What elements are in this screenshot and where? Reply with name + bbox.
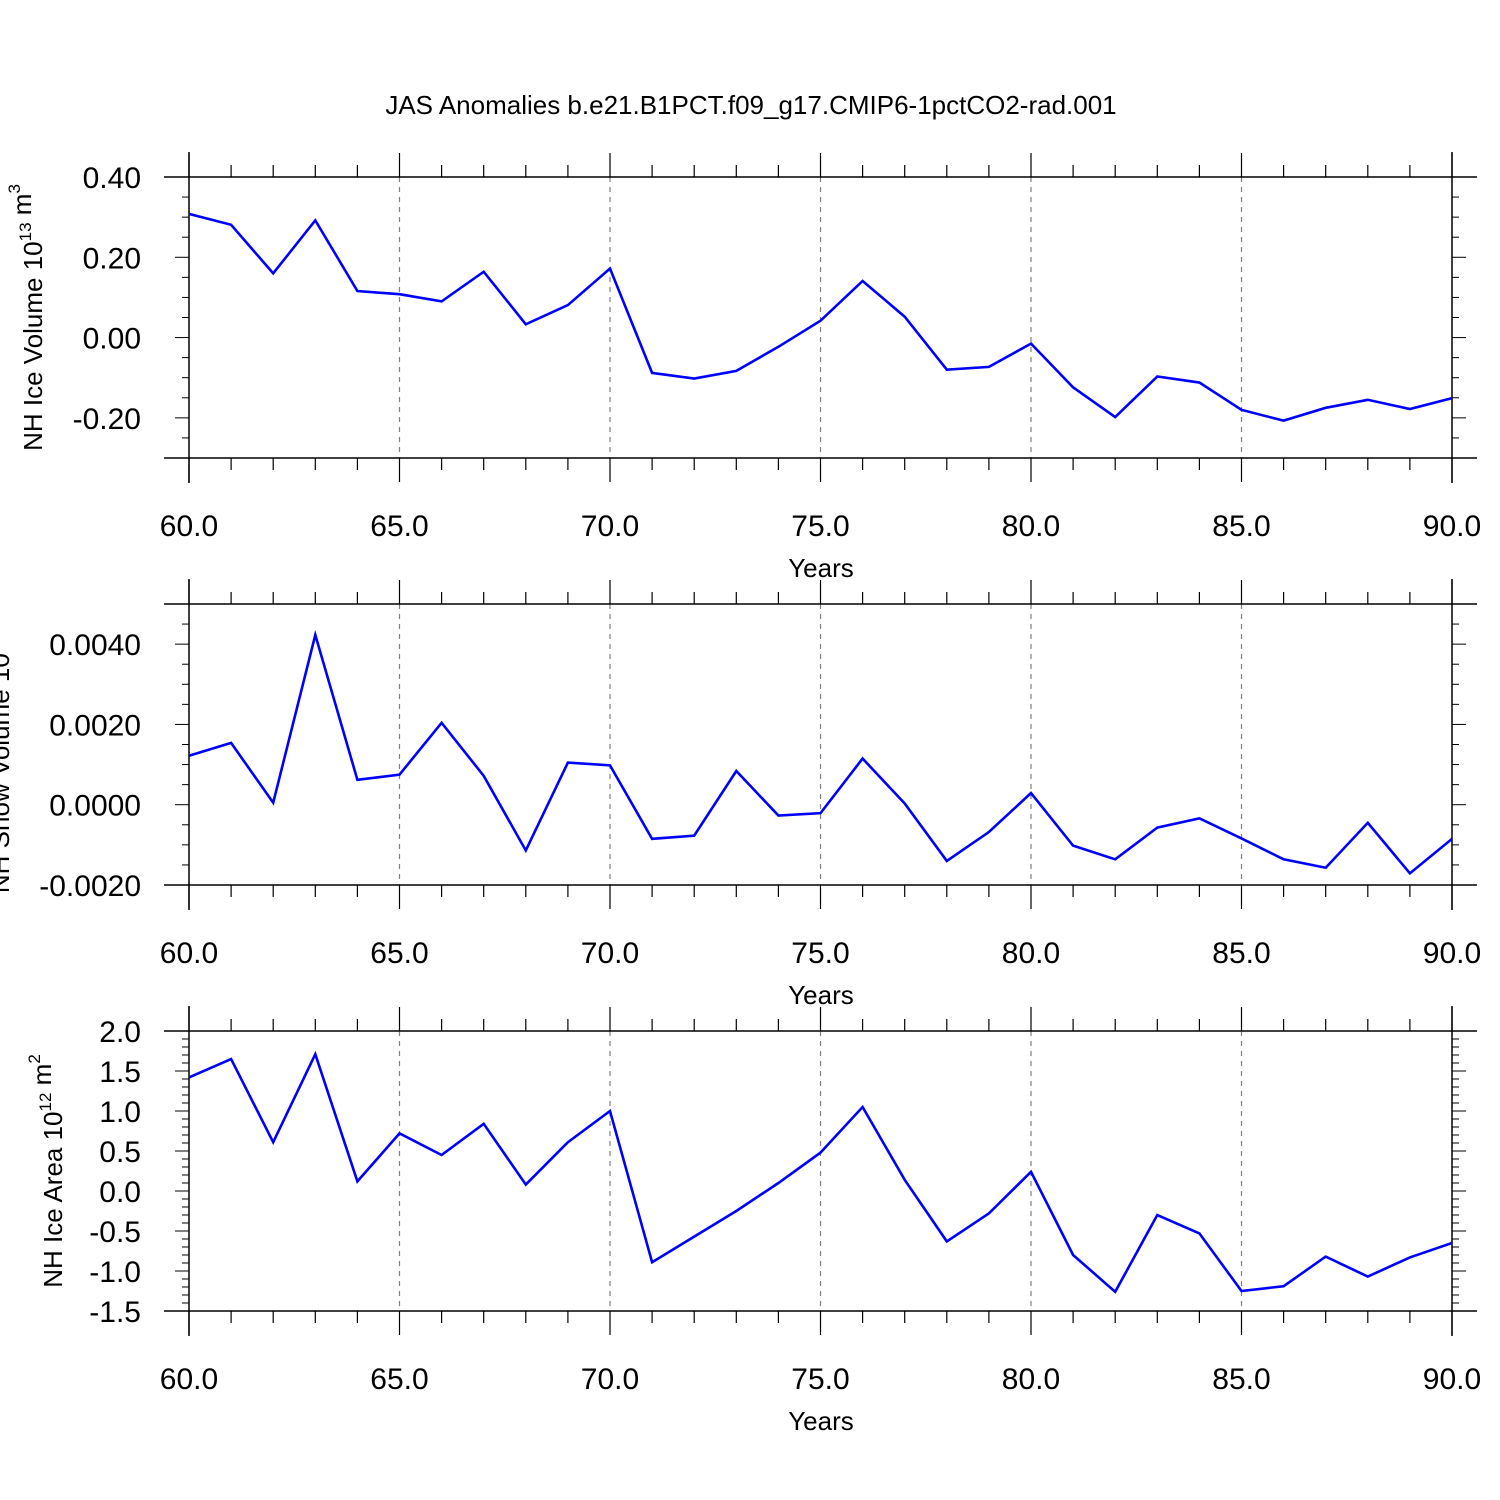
y-tick-label: -0.20: [73, 403, 141, 436]
x-tick-label: 75.0: [791, 1363, 849, 1396]
x-tick-label: 65.0: [370, 937, 428, 970]
y-axis-label: NH Ice Volume 1013 m3: [5, 184, 48, 451]
x-tick-label: 60.0: [160, 510, 218, 543]
y-tick-label: -1.5: [89, 1296, 141, 1329]
panel-3: 60.0 65.0 70.0 75.0 80.0 85.0 90.0 2.0 1.5 1.0 0.5…: [25, 1006, 1481, 1436]
y-tick-label: -0.0020: [39, 870, 141, 903]
y-tick-label: 0.0000: [49, 790, 141, 823]
x-tick-label: 60.0: [160, 937, 218, 970]
x-tick-label: 85.0: [1212, 510, 1270, 543]
y-tick-label: 0.0: [99, 1176, 141, 1209]
x-tick-label: 70.0: [581, 937, 639, 970]
x-tick-label: 90.0: [1423, 1363, 1481, 1396]
x-tick-label: 90.0: [1423, 510, 1481, 543]
x-tick-label: 65.0: [370, 510, 428, 543]
y-tick-label: 0.00: [83, 323, 141, 356]
series-line: [189, 629, 1452, 876]
x-axis-label: Years: [788, 553, 854, 583]
x-tick-label: 80.0: [1002, 510, 1060, 543]
panel-1: 60.0 65.0 70.0 75.0 80.0 85.0 90.0 0.40 0.20 0.00…: [5, 152, 1481, 583]
y-tick-label: 0.0020: [49, 709, 141, 742]
x-tick-label: 80.0: [1002, 1363, 1060, 1396]
x-axis-label: Years: [788, 980, 854, 1010]
x-tick-label: 70.0: [581, 510, 639, 543]
series-line: [189, 1050, 1452, 1294]
y-axis-label: NH Ice Area 1012 m2: [25, 1054, 68, 1288]
y-tick-label: 0.5: [99, 1136, 141, 1169]
y-tick-label: 2.0: [99, 1016, 141, 1049]
figure-title: JAS Anomalies b.e21.B1PCT.f09_g17.CMIP6-…: [385, 90, 1116, 120]
x-tick-label: 85.0: [1212, 1363, 1270, 1396]
x-tick-label: 90.0: [1423, 937, 1481, 970]
y-tick-label: -0.5: [89, 1216, 141, 1249]
series-line: [189, 212, 1452, 423]
x-tick-label: 75.0: [791, 510, 849, 543]
panel-2: 60.0 65.0 70.0 75.0 80.0 85.0 90.0 0.0040 0.0020…: [0, 579, 1481, 1010]
x-tick-label: 75.0: [791, 937, 849, 970]
y-tick-label: 0.20: [83, 242, 141, 275]
y-tick-label: -1.0: [89, 1256, 141, 1289]
x-axis-label: Years: [788, 1406, 854, 1436]
y-tick-label: 1.5: [99, 1056, 141, 1089]
x-tick-label: 80.0: [1002, 937, 1060, 970]
y-tick-label: 1.0: [99, 1096, 141, 1129]
y-axis-label: NH Snow Volume 1013 m3: [0, 596, 15, 893]
x-tick-label: 60.0: [160, 1363, 218, 1396]
x-tick-label: 85.0: [1212, 937, 1270, 970]
x-tick-label: 65.0: [370, 1363, 428, 1396]
x-tick-label: 70.0: [581, 1363, 639, 1396]
y-tick-label: 0.40: [83, 162, 141, 195]
y-tick-label: 0.0040: [49, 629, 141, 662]
